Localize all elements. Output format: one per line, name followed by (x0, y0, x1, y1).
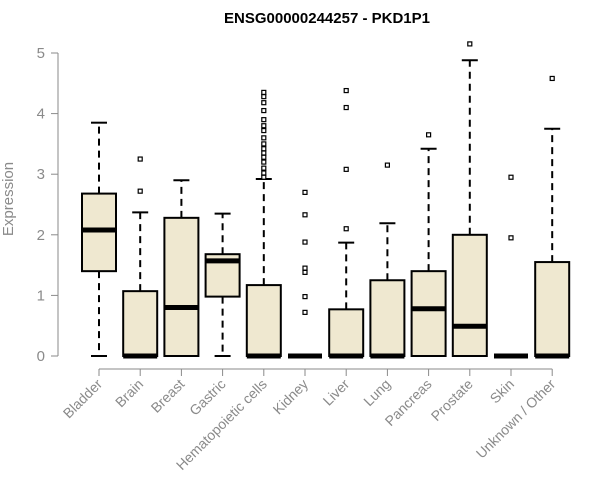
outlier-point (261, 89, 267, 95)
outlier-point (261, 154, 267, 160)
box-breast (163, 179, 200, 357)
box-brain (122, 156, 159, 359)
outlier-point (508, 174, 514, 180)
box-gastric (204, 212, 241, 357)
box-unknown-other (534, 75, 571, 359)
x-tick-label: Liver (320, 376, 353, 409)
outlier-point (261, 94, 267, 100)
y-tick-label: 3 (37, 166, 45, 183)
outlier-point (384, 162, 390, 168)
x-tick-label: Brain (112, 376, 146, 410)
x-tick-label: Prostate (428, 376, 476, 424)
x-tick-label: Bladder (60, 376, 106, 422)
iqr-box (410, 270, 447, 357)
y-tick-label: 5 (37, 45, 45, 62)
box-liver (328, 87, 365, 359)
outlier-point (302, 294, 308, 300)
outlier-point (508, 235, 514, 241)
x-tick-label: Lung (360, 376, 393, 409)
y-tick-label: 0 (37, 348, 45, 365)
outlier-point (343, 226, 349, 232)
outlier-point (549, 75, 555, 82)
iqr-box (451, 233, 488, 357)
box-hematopoietic-cells (245, 89, 282, 359)
outlier-point (261, 107, 267, 114)
box-prostate (451, 41, 488, 357)
outlier-point (261, 123, 267, 129)
y-tick-label: 4 (37, 106, 45, 123)
outlier-point (137, 156, 143, 162)
boxes (81, 41, 571, 359)
outlier-point (261, 100, 267, 106)
outlier-point (261, 170, 267, 176)
iqr-box (245, 284, 282, 357)
box-lung (369, 162, 406, 359)
chart-title: ENSG00000244257 - PKD1P1 (224, 10, 430, 27)
box-bladder (81, 121, 117, 357)
outlier-point (343, 166, 349, 172)
y-axis-label: Expression (0, 162, 17, 236)
outlier-point (302, 189, 308, 195)
y-tick-label: 1 (37, 287, 45, 304)
iqr-box (534, 261, 571, 358)
outlier-point (426, 132, 432, 138)
outlier-point (343, 87, 349, 94)
outlier-point (343, 104, 349, 111)
outlier-point (261, 146, 267, 152)
outlier-point (261, 165, 267, 171)
outlier-point (302, 309, 308, 315)
outlier-point (261, 141, 267, 147)
outlier-point (261, 117, 267, 123)
y-tick-label: 2 (37, 227, 45, 244)
outlier-point (137, 188, 143, 194)
outlier-point (302, 265, 308, 271)
iqr-box (163, 216, 200, 357)
iqr-box (122, 290, 159, 357)
y-axis: 0 1 2 3 4 5 (37, 45, 59, 365)
outlier-point (261, 174, 267, 180)
iqr-box (369, 279, 406, 357)
box-pancreas (410, 132, 447, 357)
box-kidney (288, 189, 322, 359)
box-skin (494, 174, 528, 359)
x-tick-label: Kidney (270, 376, 312, 418)
outlier-point (467, 41, 473, 47)
iqr-box (328, 308, 365, 358)
outlier-point (302, 212, 308, 218)
outlier-point (261, 127, 267, 134)
outlier-point (261, 150, 267, 156)
outlier-point (302, 239, 308, 245)
x-tick-label: Skin (487, 376, 518, 407)
x-tick-label: Breast (148, 376, 188, 416)
outlier-point (261, 135, 267, 141)
outlier-point (302, 269, 308, 275)
outlier-point (261, 159, 267, 165)
